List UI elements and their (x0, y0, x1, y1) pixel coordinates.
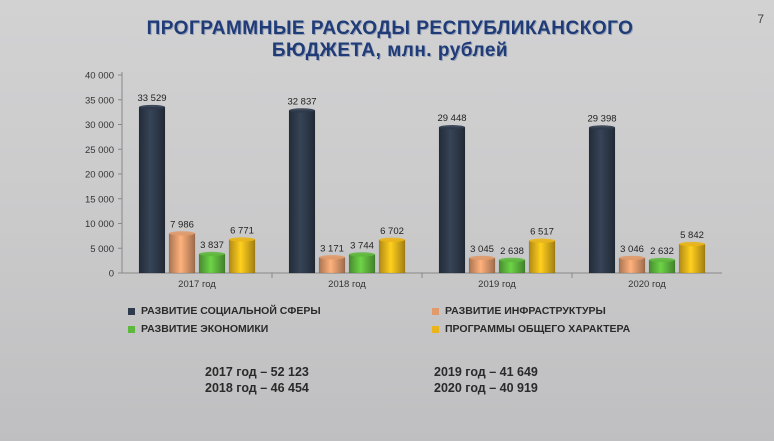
legend-item-infrastructure: РАЗВИТИЕ ИНФРАСТРУКТУРЫ (432, 305, 606, 317)
bar-cap-3-2 (529, 238, 555, 243)
y-tick-label: 15 000 (85, 194, 114, 205)
data-label-0-3: 29 398 (587, 113, 616, 124)
bar-cap-2-0 (199, 251, 225, 257)
bar-1-1 (318, 257, 346, 274)
bar-3-0 (228, 239, 256, 274)
totals-right: 2019 год – 41 649 2020 год – 40 919 (434, 364, 538, 396)
data-label-0-1: 32 837 (287, 96, 316, 107)
total-2018: 2018 год – 46 454 (205, 381, 309, 395)
legend-label-infrastructure: РАЗВИТИЕ ИНФРАСТРУКТУРЫ (445, 305, 606, 317)
title-line-2: БЮДЖЕТА, млн. рублей (271, 40, 509, 61)
data-label-2-2: 2 638 (500, 246, 524, 257)
x-tick-label: 2019 год (478, 279, 516, 290)
y-tick-label: 0 (109, 269, 114, 280)
bar-cap-3-0 (229, 237, 255, 242)
y-tick-label: 10 000 (85, 219, 114, 230)
total-2020: 2020 год – 40 919 (434, 381, 538, 395)
y-tick-label: 35 000 (85, 95, 114, 106)
legend-label-economy: РАЗВИТИЕ ЭКОНОМИКИ (141, 323, 269, 335)
bar-3-3 (678, 243, 706, 274)
x-tick-label: 2018 год (328, 279, 366, 290)
data-label-3-1: 6 702 (380, 226, 404, 237)
title-line-1: ПРОГРАММНЫЕ РАСХОДЫ РЕСПУБЛИКАНСКОГО (146, 18, 634, 39)
data-label-3-0: 6 771 (230, 225, 254, 236)
legend-swatch-social (128, 307, 135, 315)
bar-1-3 (618, 257, 646, 274)
data-label-3-3: 5 842 (680, 230, 704, 241)
bar-0-3 (588, 127, 616, 274)
slide-title: ПРОГРАММНЫЕ РАСХОДЫ РЕСПУБЛИКАНСКОГО БЮД… (60, 18, 720, 62)
bar-3-2 (528, 240, 556, 274)
data-label-2-1: 3 744 (350, 240, 374, 251)
bar-cap-0-2 (439, 125, 465, 130)
bar-0-0 (138, 106, 166, 274)
bar-2-1 (348, 254, 376, 274)
data-label-3-2: 6 517 (530, 227, 554, 238)
bar-cap-2-3 (649, 257, 675, 263)
data-label-1-1: 3 171 (320, 243, 344, 254)
bar-cap-0-3 (589, 125, 615, 130)
x-tick-label: 2020 год (628, 279, 666, 290)
bar-cap-1-3 (619, 255, 645, 261)
x-tick-label: 2017 год (178, 279, 216, 290)
y-tick-label: 30 000 (85, 120, 114, 131)
legend-label-social: РАЗВИТИЕ СОЦИАЛЬНОЙ СФЕРЫ (141, 305, 321, 317)
data-label-2-3: 2 632 (650, 246, 674, 257)
legend-item-economy: РАЗВИТИЕ ЭКОНОМИКИ (128, 323, 268, 335)
bar-1-2 (468, 257, 496, 274)
bar-0-1 (288, 110, 316, 274)
bar-cap-0-1 (289, 108, 315, 113)
data-label-1-2: 3 045 (470, 244, 494, 255)
data-label-2-0: 3 837 (200, 240, 224, 251)
y-tick-label: 40 000 (85, 71, 114, 82)
totals-left: 2017 год – 52 123 2018 год – 46 454 (205, 364, 309, 396)
chart-legend: РАЗВИТИЕ СОЦИАЛЬНОЙ СФЕРЫ РАЗВИТИЕ ИНФРА… (126, 303, 686, 339)
bar-cap-3-3 (679, 241, 705, 247)
bar-chart: 0 5 000 10 000 15 000 20 000 25 000 30 000 35 0… (85, 71, 722, 290)
legend-swatch-infrastructure (432, 307, 439, 315)
legend-item-social: РАЗВИТИЕ СОЦИАЛЬНОЙ СФЕРЫ (128, 305, 321, 317)
bar-cap-0-0 (139, 104, 165, 110)
data-label-0-2: 29 448 (437, 113, 466, 124)
bar-cap-3-1 (379, 237, 405, 243)
bar-cap-1-1 (319, 255, 345, 260)
page-number: 7 (757, 12, 764, 26)
y-tick-label: 25 000 (85, 145, 114, 156)
legend-label-general: ПРОГРАММЫ ОБЩЕГО ХАРАКТЕРА (445, 323, 631, 335)
bar-0-2 (438, 126, 466, 274)
data-label-0-0: 33 529 (137, 93, 166, 104)
total-2019: 2019 год – 41 649 (434, 365, 538, 379)
bar-cap-2-1 (349, 252, 375, 257)
bar-cap-2-2 (499, 257, 525, 263)
data-label-1-3: 3 046 (620, 244, 644, 255)
data-label-1-0: 7 986 (170, 219, 194, 230)
legend-swatch-general (432, 325, 439, 333)
bar-1-0 (168, 233, 196, 274)
bar-2-0 (198, 253, 226, 274)
bar-cap-1-2 (469, 255, 495, 261)
bar-cap-1-0 (169, 231, 195, 236)
legend-swatch-economy (128, 325, 135, 333)
legend-item-general: ПРОГРАММЫ ОБЩЕГО ХАРАКТЕРА (432, 323, 630, 335)
bar-3-1 (378, 239, 406, 274)
total-2017: 2017 год – 52 123 (205, 365, 309, 379)
y-tick-label: 20 000 (85, 170, 114, 181)
y-tick-label: 5 000 (90, 244, 114, 255)
